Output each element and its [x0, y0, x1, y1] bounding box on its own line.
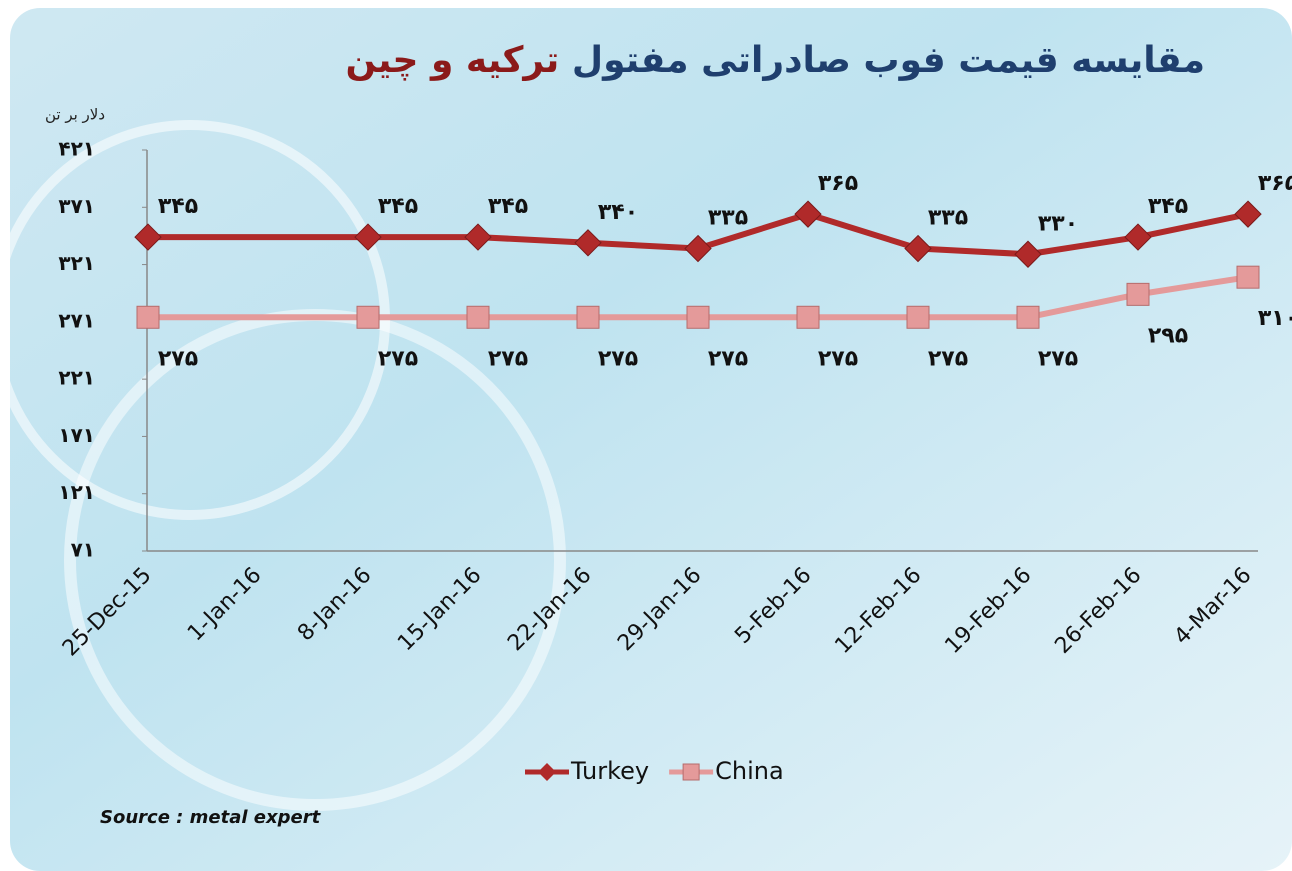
legend-marker	[538, 763, 556, 781]
data-label: ۳۶۵	[1258, 171, 1292, 196]
marker	[354, 223, 382, 251]
data-label: ۳۴۵	[488, 194, 528, 219]
title-part: ترکیه و چین	[345, 40, 559, 81]
marker	[1124, 223, 1152, 251]
marker	[464, 223, 492, 251]
marker	[794, 200, 822, 228]
legend-marker	[682, 763, 700, 781]
series-line	[148, 211, 1249, 258]
marker	[574, 229, 602, 257]
data-label: ۳۶۵	[818, 171, 858, 196]
data-label: ۲۹۵	[1148, 323, 1188, 348]
series-line	[148, 274, 1249, 321]
marker	[906, 305, 930, 329]
data-label: ۲۷۵	[928, 346, 968, 371]
marker	[1236, 265, 1260, 289]
y-tick-label: ۳۷۱	[58, 194, 95, 218]
marker	[1126, 282, 1150, 306]
y-tick-label: ۴۲۱	[58, 137, 95, 161]
data-label: ۳۴۵	[378, 194, 418, 219]
marker	[686, 305, 710, 329]
y-tick-label: ۳۲۱	[58, 251, 95, 275]
data-label: ۳۳۰	[1038, 211, 1078, 236]
y-axis-label: دلار بر تن	[45, 106, 105, 124]
data-label: ۳۴۵	[1148, 194, 1188, 219]
data-label: ۳۴۵	[158, 194, 198, 219]
marker	[466, 305, 490, 329]
slide-background	[10, 8, 1292, 871]
data-label: ۳۱۰	[1258, 306, 1292, 331]
chart-title: مقایسه قیمت فوب صادراتی مفتول ترکیه و چی…	[345, 40, 1205, 81]
data-label: ۲۷۵	[488, 346, 528, 371]
y-tick-label: ۱۲۱	[58, 480, 95, 504]
y-tick-label: ۲۲۱	[58, 366, 95, 390]
legend-label: China	[715, 757, 784, 785]
marker	[1016, 305, 1040, 329]
marker	[796, 305, 820, 329]
legend-label: Turkey	[570, 757, 649, 785]
marker	[904, 234, 932, 263]
marker	[356, 305, 380, 329]
data-label: ۳۴۰	[598, 200, 638, 225]
data-label: ۲۷۵	[378, 346, 418, 371]
marker	[576, 305, 600, 329]
data-label: ۳۳۵	[708, 206, 748, 231]
marker	[1014, 240, 1042, 268]
marker	[134, 223, 162, 251]
marker	[684, 234, 712, 263]
data-label: ۲۷۵	[598, 346, 638, 371]
data-label: ۲۷۵	[158, 346, 198, 371]
y-tick-label: ۱۷۱	[58, 423, 95, 447]
data-label: ۲۷۵	[708, 346, 748, 371]
source-note: Source : metal expert	[100, 807, 322, 828]
marker	[1234, 200, 1262, 228]
data-label: ۲۷۵	[1038, 346, 1078, 371]
y-tick-label: ۷۱	[71, 538, 95, 562]
data-label: ۲۷۵	[818, 346, 858, 371]
title-part: مقایسه قیمت فوب صادراتی مفتول	[572, 40, 1205, 81]
y-tick-label: ۲۷۱	[58, 308, 95, 332]
data-label: ۳۳۵	[928, 206, 968, 231]
marker	[136, 305, 160, 329]
